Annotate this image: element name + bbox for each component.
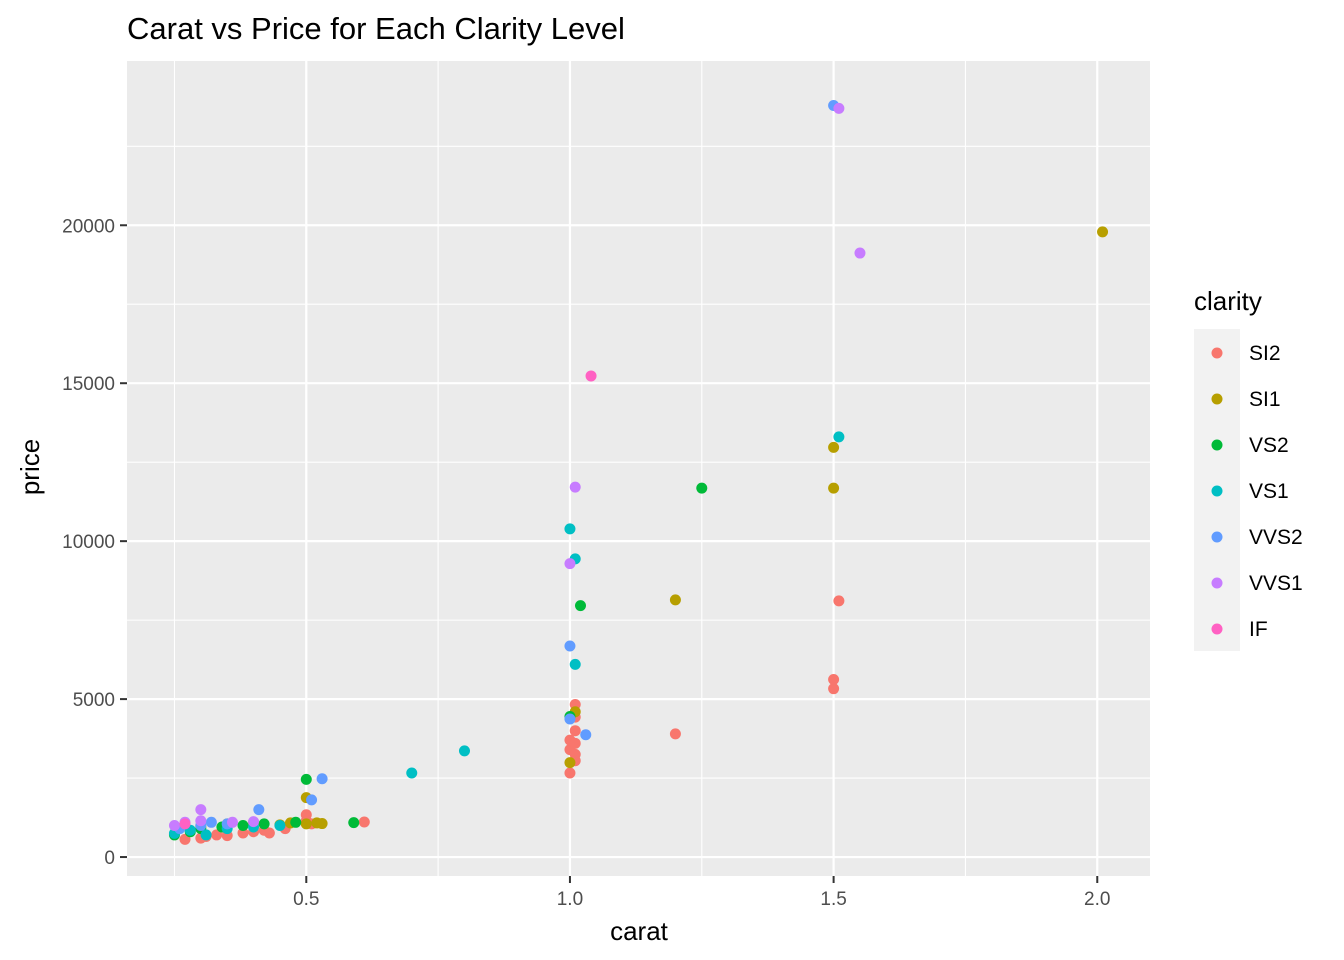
data-point-si2 xyxy=(828,683,840,695)
legend-key-si1 xyxy=(1211,393,1223,405)
data-point-vvs2 xyxy=(205,816,217,828)
data-point-vs2 xyxy=(696,482,708,494)
data-point-vvs2 xyxy=(306,794,318,806)
data-point-if xyxy=(179,818,191,830)
data-point-si2 xyxy=(833,595,845,607)
legend-key-if xyxy=(1211,623,1223,635)
y-tick-label: 10000 xyxy=(62,532,115,553)
x-tick-label: 0.5 xyxy=(293,889,319,910)
data-point-si2 xyxy=(828,674,840,686)
data-point-vs2 xyxy=(574,600,586,612)
data-point-si2 xyxy=(569,737,581,749)
data-point-vvs2 xyxy=(253,804,265,816)
legend-key-vs1 xyxy=(1211,485,1223,497)
legend-title: clarity xyxy=(1194,286,1262,316)
data-point-vs2 xyxy=(237,819,249,831)
legend-key-vvs2 xyxy=(1211,531,1223,543)
legend-label-vvs2: VVS2 xyxy=(1249,526,1303,549)
data-point-vs1 xyxy=(200,829,212,841)
data-point-vvs2 xyxy=(316,773,328,785)
data-point-vvs2 xyxy=(564,640,576,652)
data-point-vvs1 xyxy=(248,816,260,828)
data-point-vvs1 xyxy=(569,481,581,493)
data-point-si2 xyxy=(237,827,249,839)
axes: 0.5 1.0 1.5 2.0 0 5000 10000 15000 20000 xyxy=(62,216,1110,910)
data-point-vvs2 xyxy=(580,729,592,741)
legend-label-if: IF xyxy=(1249,618,1268,641)
x-tick-label: 1.5 xyxy=(820,889,846,910)
legend-label-vvs1: VVS1 xyxy=(1249,572,1303,595)
data-point-si1 xyxy=(828,441,840,453)
data-point-si2 xyxy=(569,748,581,760)
data-point-vs1 xyxy=(274,819,286,831)
legend: clarity SI2 SI1 VS2 VS1 VVS2 VVS1 IF xyxy=(1194,286,1303,651)
data-points xyxy=(168,100,1109,845)
data-point-vs2 xyxy=(290,816,302,828)
data-point-si1 xyxy=(1097,226,1109,238)
data-point-vvs1 xyxy=(195,804,207,816)
data-point-si2 xyxy=(569,725,581,737)
data-point-vvs1 xyxy=(854,247,866,259)
data-point-si2 xyxy=(263,827,275,839)
y-tick-label: 15000 xyxy=(62,374,115,395)
data-point-si2 xyxy=(211,829,223,841)
plot-panel xyxy=(127,61,1150,876)
panel-background xyxy=(127,61,1150,876)
data-point-si1 xyxy=(828,482,840,494)
data-point-vs1 xyxy=(564,523,576,535)
data-point-si2 xyxy=(669,728,681,740)
legend-key-si2 xyxy=(1211,347,1223,359)
y-tick-label: 20000 xyxy=(62,216,115,237)
x-tick-label: 2.0 xyxy=(1084,889,1110,910)
legend-key-vvs1 xyxy=(1211,577,1223,589)
legend-label-vs1: VS1 xyxy=(1249,480,1289,503)
x-axis-title: carat xyxy=(610,916,669,946)
legend-label-si1: SI1 xyxy=(1249,388,1281,411)
data-point-si1 xyxy=(316,818,328,830)
data-point-si1 xyxy=(669,594,681,606)
data-point-si2 xyxy=(564,767,576,779)
data-point-vs2 xyxy=(258,818,270,830)
data-point-vvs1 xyxy=(226,816,238,828)
data-point-vs1 xyxy=(406,767,418,779)
data-point-vvs1 xyxy=(168,819,180,831)
chart-title: Carat vs Price for Each Clarity Level xyxy=(127,11,625,46)
legend-label-vs2: VS2 xyxy=(1249,434,1289,457)
data-point-vvs1 xyxy=(195,815,207,827)
data-point-vvs2 xyxy=(564,713,576,725)
x-tick-label: 1.0 xyxy=(557,889,583,910)
data-point-vs2 xyxy=(300,773,312,785)
data-point-if xyxy=(585,370,597,382)
data-point-vs1 xyxy=(458,745,470,757)
data-point-si1 xyxy=(300,818,312,830)
y-tick-label: 0 xyxy=(104,848,115,869)
data-point-vs1 xyxy=(833,431,845,443)
legend-key-vs2 xyxy=(1211,439,1223,451)
data-point-vvs1 xyxy=(564,558,576,570)
data-point-vs1 xyxy=(569,658,581,670)
data-point-vvs1 xyxy=(833,102,845,114)
y-axis-title: price xyxy=(15,439,45,495)
y-tick-label: 5000 xyxy=(73,690,115,711)
data-point-si1 xyxy=(564,757,576,769)
legend-label-si2: SI2 xyxy=(1249,342,1281,365)
data-point-si2 xyxy=(358,816,370,828)
data-point-vs2 xyxy=(348,817,360,829)
